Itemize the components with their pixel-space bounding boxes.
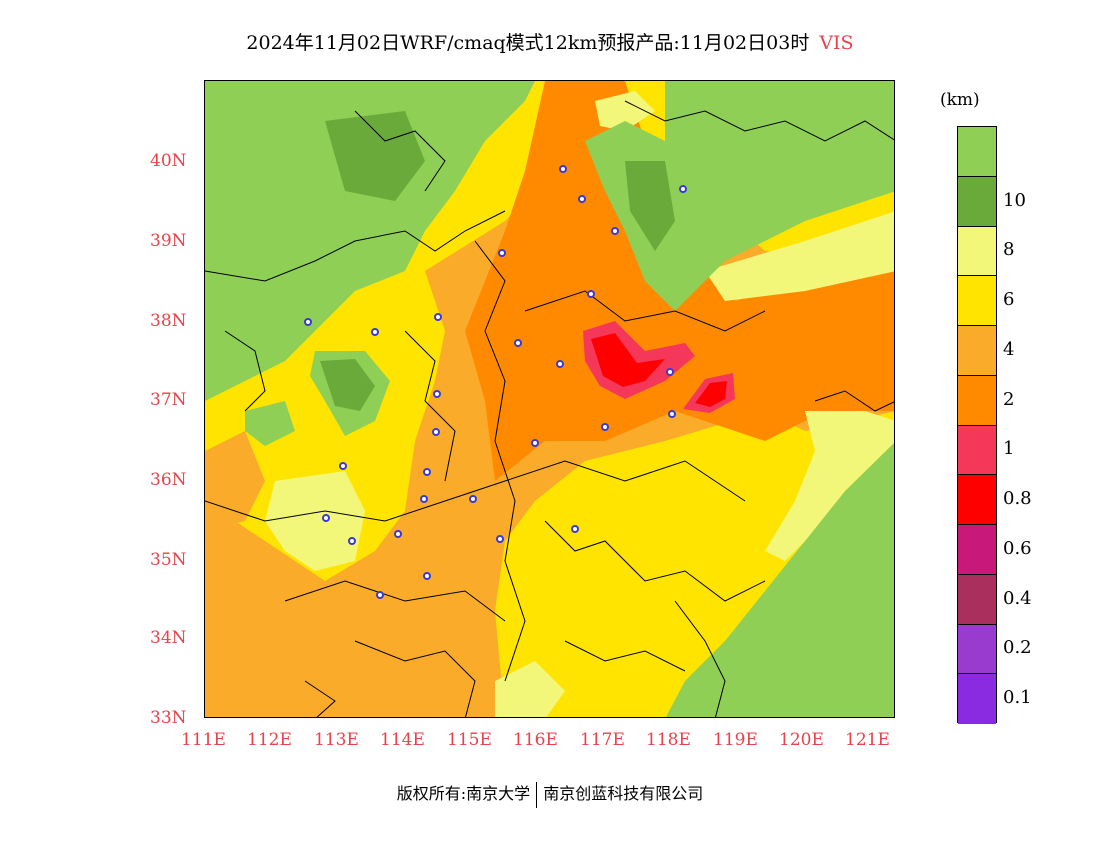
field-light-yellow-sw [265,471,365,571]
legend-colorbar [957,126,997,724]
lon-label: 112E [247,730,292,750]
footer-separator [536,781,538,808]
legend-swatch [958,475,996,525]
boundary-lines [205,100,894,717]
footer: 版权所有:南京大学 南京创蓝科技有限公司 [0,780,1100,808]
visibility-map [204,80,895,718]
lon-label: 116E [513,730,558,750]
legend-label: 10 [1003,189,1026,211]
legend-swatch [958,624,996,675]
legend-swatch [958,425,996,476]
legend-label: 0.6 [1003,537,1032,559]
legend-swatch [958,326,996,376]
field-light-yellow-east [705,211,894,301]
lon-label: 118E [646,730,691,750]
field-coast-band [765,411,894,561]
lat-label: 35N [150,550,187,570]
copyright-left: 版权所有:南京大学 [396,784,531,803]
legend-label: 4 [1003,338,1015,360]
field-green-southeast [666,442,894,717]
lat-label: 37N [150,390,187,410]
legend-label: 6 [1003,289,1015,311]
field-light-yellow-south [495,661,565,717]
legend-swatch [958,127,996,177]
field-darkgreen-2 [320,359,375,411]
legend-label: 2 [1003,388,1015,410]
lat-label: 33N [150,708,187,728]
field-green-west-dot [245,401,295,446]
legend-label: 0.8 [1003,488,1032,510]
lat-label: 40N [150,151,187,171]
field-green-northeast [585,81,894,311]
field-darkgreen-ne [625,161,675,251]
legend-swatch [958,276,996,326]
lon-label: 114E [380,730,425,750]
copyright-right: 南京创蓝科技有限公司 [543,784,704,803]
legend-label: 1 [1003,438,1015,460]
legend-swatch [958,574,996,625]
lon-label: 111E [181,730,226,750]
field-dark-orange-east [645,301,805,411]
legend-swatch [958,674,996,724]
map-canvas [205,81,894,717]
city-markers [304,165,687,599]
field-red-1 [591,333,665,387]
field-light-yellow-north [595,91,655,131]
legend-label: 8 [1003,239,1015,261]
lat-label: 39N [150,231,187,251]
legend-label: 0.1 [1003,687,1032,709]
lon-label: 120E [779,730,824,750]
title-text: 2024年11月02日WRF/cmaq模式12km预报产品:11月02日03时 [246,32,810,54]
map-title: 2024年11月02日WRF/cmaq模式12km预报产品:11月02日03时 V… [0,28,1100,55]
lon-label: 121E [845,730,890,750]
lon-label: 115E [447,730,492,750]
field-green-northwest [205,81,535,401]
field-darkgreen-1 [325,111,425,201]
lon-label: 113E [314,730,359,750]
legend-swatch [958,525,996,575]
legend-swatch [958,176,996,227]
lat-label: 34N [150,628,187,648]
lon-label: 119E [713,730,758,750]
legend-swatch [958,375,996,426]
lat-label: 38N [150,311,187,331]
legend-label: 0.4 [1003,587,1032,609]
legend-unit: (km) [940,90,980,110]
legend-swatch [958,226,996,277]
field-red-2 [695,381,727,407]
lat-label: 36N [150,470,187,490]
variable-name: VIS [819,32,854,54]
lon-label: 117E [580,730,625,750]
legend-label: 0.2 [1003,637,1032,659]
